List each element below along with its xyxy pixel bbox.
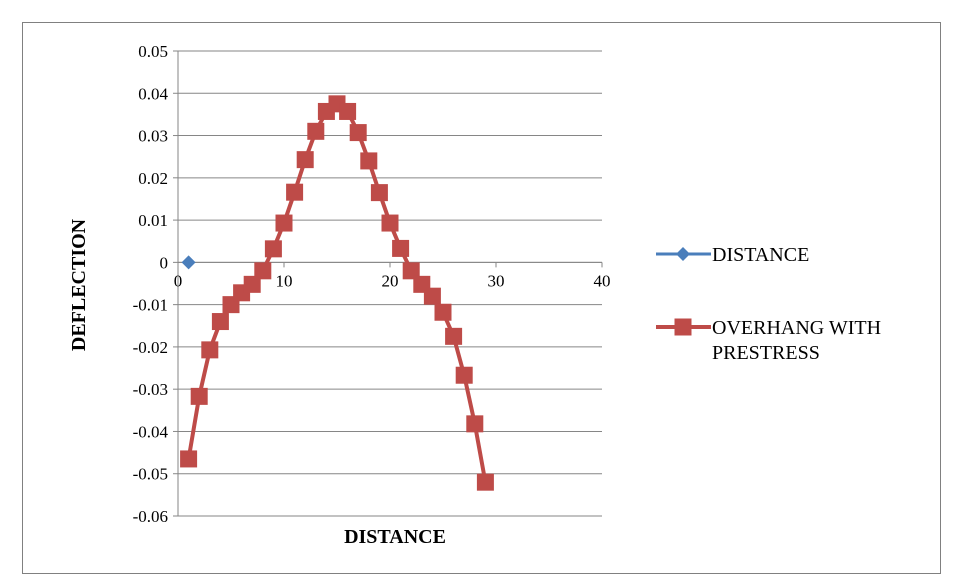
data-point bbox=[243, 275, 261, 293]
legend: DISTANCE OVERHANG WITH PRESTRESS bbox=[656, 244, 881, 364]
y-tick-label: -0.01 bbox=[133, 296, 168, 315]
x-tick-label: 10 bbox=[276, 271, 293, 290]
y-tick-label: -0.02 bbox=[133, 338, 168, 357]
x-tick-label: 40 bbox=[594, 271, 611, 290]
y-tick-label: -0.06 bbox=[133, 507, 168, 526]
data-point bbox=[296, 151, 314, 169]
data-point bbox=[370, 184, 388, 202]
y-tick-label: -0.05 bbox=[133, 465, 168, 484]
data-point bbox=[466, 415, 484, 433]
chart-frame: 0.05 0.04 0.03 0.02 0.01 0 -0.01 -0.02 -0.03 -0.0… bbox=[22, 22, 941, 574]
y-tick-label: 0.01 bbox=[138, 211, 168, 230]
y-tick-label: 0.02 bbox=[138, 169, 168, 188]
y-axis-title: DEFLECTION bbox=[68, 218, 90, 351]
x-tick-label: 30 bbox=[488, 271, 505, 290]
x-axis-title: DISTANCE bbox=[344, 526, 446, 548]
data-point bbox=[180, 450, 198, 468]
y-tick-label: 0.03 bbox=[138, 127, 168, 146]
data-point bbox=[307, 122, 325, 140]
plot-area bbox=[180, 95, 494, 491]
data-point bbox=[275, 214, 293, 232]
data-point bbox=[211, 313, 229, 331]
y-tick-label: 0 bbox=[160, 253, 169, 272]
data-point bbox=[381, 214, 399, 232]
legend-marker bbox=[674, 318, 692, 336]
data-point bbox=[423, 287, 441, 305]
legend-item-2: OVERHANG WITH PRESTRESS bbox=[656, 317, 881, 364]
data-point bbox=[339, 102, 357, 120]
legend-item-1: DISTANCE bbox=[656, 244, 809, 266]
legend-marker bbox=[676, 247, 690, 261]
series-2 bbox=[180, 95, 494, 491]
axes: 0.05 0.04 0.03 0.02 0.01 0 -0.01 -0.02 -0.03 -0.0… bbox=[133, 42, 611, 526]
legend-label: DISTANCE bbox=[712, 244, 809, 266]
data-point bbox=[392, 239, 410, 257]
x-tick-label: 0 bbox=[174, 271, 183, 290]
x-tick-label: 20 bbox=[382, 271, 399, 290]
legend-label: OVERHANG WITH PRESTRESS bbox=[712, 317, 881, 364]
chart-svg: 0.05 0.04 0.03 0.02 0.01 0 -0.01 -0.02 -0.03 -0.0… bbox=[68, 42, 881, 548]
data-point bbox=[181, 255, 196, 270]
y-tick-label: 0.05 bbox=[138, 42, 168, 61]
data-point bbox=[254, 262, 272, 280]
data-point bbox=[434, 303, 452, 321]
data-point bbox=[190, 387, 208, 405]
data-point bbox=[445, 327, 463, 345]
data-point bbox=[476, 473, 494, 491]
data-point bbox=[201, 341, 219, 359]
data-point bbox=[402, 262, 420, 280]
y-tick-label: 0.04 bbox=[138, 84, 168, 103]
data-point bbox=[349, 124, 367, 142]
y-tick-label: -0.04 bbox=[133, 422, 169, 441]
data-point bbox=[455, 366, 473, 384]
data-point bbox=[264, 240, 282, 258]
data-point bbox=[360, 152, 378, 170]
data-point bbox=[286, 183, 304, 201]
series-1 bbox=[181, 255, 196, 270]
y-tick-label: -0.03 bbox=[133, 380, 168, 399]
